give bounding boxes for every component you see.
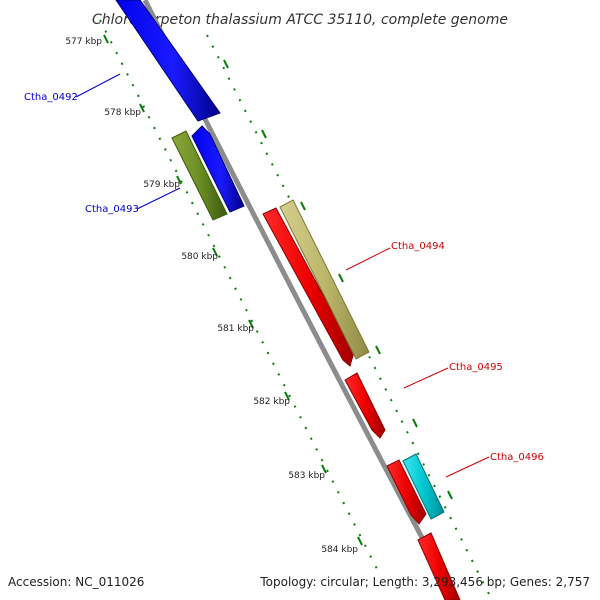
kbp-label-582: 582 kbp [253,397,290,407]
kbp-tick-578: 578 kbp [104,103,145,118]
gene-olive-feature[interactable] [171,130,228,221]
genome-summary-text: Topology: circular; Length: 3,293,456 bp… [259,575,590,589]
gene-ctha-0492-feature[interactable] [115,0,221,122]
kbp-tick-582: 582 kbp [253,391,290,407]
kbp-tick-577: 577 kbp [65,34,109,47]
kbp-label-580: 580 kbp [181,252,218,262]
gene-label-ctha-0495[interactable]: Ctha_0495 [403,362,503,389]
gene-label-ctha-0495-text[interactable]: Ctha_0495 [449,362,503,373]
kbp-scale: 577 kbp 578 kbp 579 kbp 580 kbp 581 kbp … [65,34,363,555]
gene-label-ctha-0493[interactable]: Ctha_0493 [85,187,181,215]
map-title: Chloroherpeton thalassium ATCC 35110, co… [92,12,508,28]
kbp-tick-581: 581 kbp [217,319,254,334]
gene-bottom-red-feature[interactable] [417,532,461,600]
gene-label-ctha-0494[interactable]: Ctha_0494 [345,241,445,271]
gene-cyan-feature[interactable] [402,453,445,520]
kbp-tick-580: 580 kbp [181,247,218,262]
kbp-label-583: 583 kbp [288,471,325,481]
gene-label-ctha-0496[interactable]: Ctha_0496 [445,452,544,478]
kbp-label-578: 578 kbp [104,108,141,118]
kbp-label-579: 579 kbp [143,180,180,190]
kbp-label-581: 581 kbp [217,324,254,334]
kbp-tick-579: 579 kbp [143,175,182,190]
gene-ctha-0495-feature[interactable] [344,372,386,439]
gene-label-ctha-0493-text[interactable]: Ctha_0493 [85,204,139,215]
kbp-label-584: 584 kbp [321,545,358,555]
kbp-tick-584: 584 kbp [321,536,363,555]
gene-label-ctha-0492-text[interactable]: Ctha_0492 [24,92,78,103]
kbp-tick-583: 583 kbp [288,464,327,481]
gene-label-ctha-0494-text[interactable]: Ctha_0494 [391,241,445,252]
kbp-label-577: 577 kbp [65,37,102,47]
gene-ctha-0493-feature[interactable] [191,125,245,213]
gene-label-ctha-0496-text[interactable]: Ctha_0496 [490,452,544,463]
outer-kbp-ticks [223,59,453,500]
gene-ctha-0494-feature[interactable] [262,207,355,367]
accession-text: Accession: NC_011026 [8,575,144,589]
gene-khaki-feature[interactable] [279,199,370,360]
gene-label-ctha-0492[interactable]: Ctha_0492 [24,73,121,103]
gene-ctha-0496-feature[interactable] [386,459,427,525]
